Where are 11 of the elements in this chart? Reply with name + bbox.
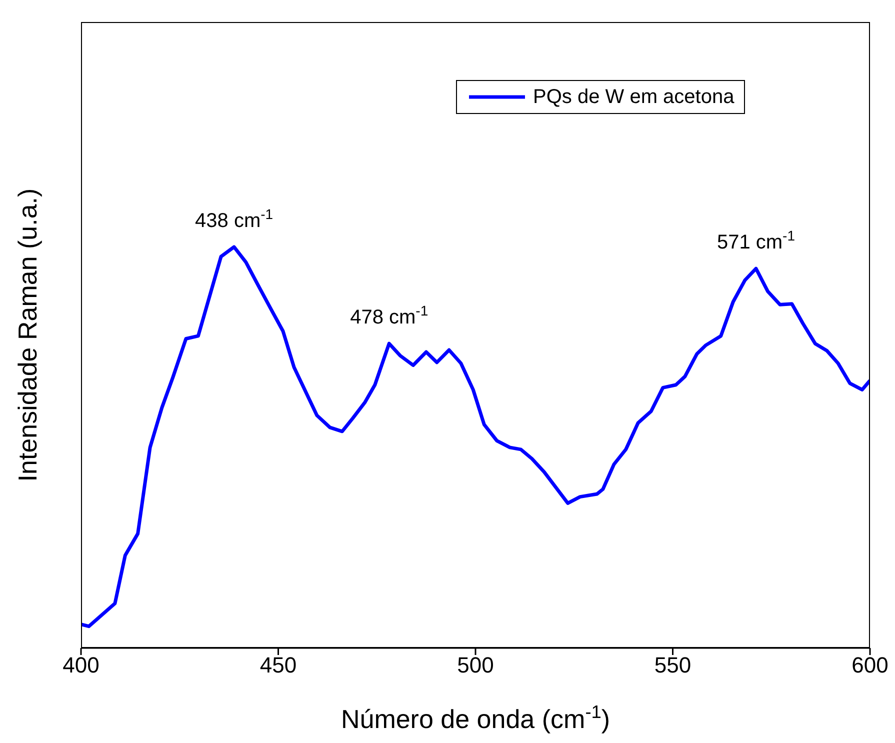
y-axis-title: Intensidade Raman (u.a.): [12, 188, 44, 482]
x-tick-label: 550: [654, 652, 692, 678]
x-tick-label: 450: [260, 652, 297, 678]
x-axis-title: Número de onda (cm$^{-1}$): [340, 702, 610, 734]
annotation: 478 cm$^{-1}$: [350, 302, 428, 329]
annotation: 571 cm$^{-1}$: [716, 228, 796, 254]
x-tick-label: 400: [62, 652, 100, 678]
x-tick-label: 600: [852, 652, 888, 678]
annotation: 438 cm$^{-1}$: [195, 206, 274, 232]
legend-label: PQs de W em acetona: [533, 85, 734, 109]
x-tick-label: 500: [457, 652, 494, 678]
